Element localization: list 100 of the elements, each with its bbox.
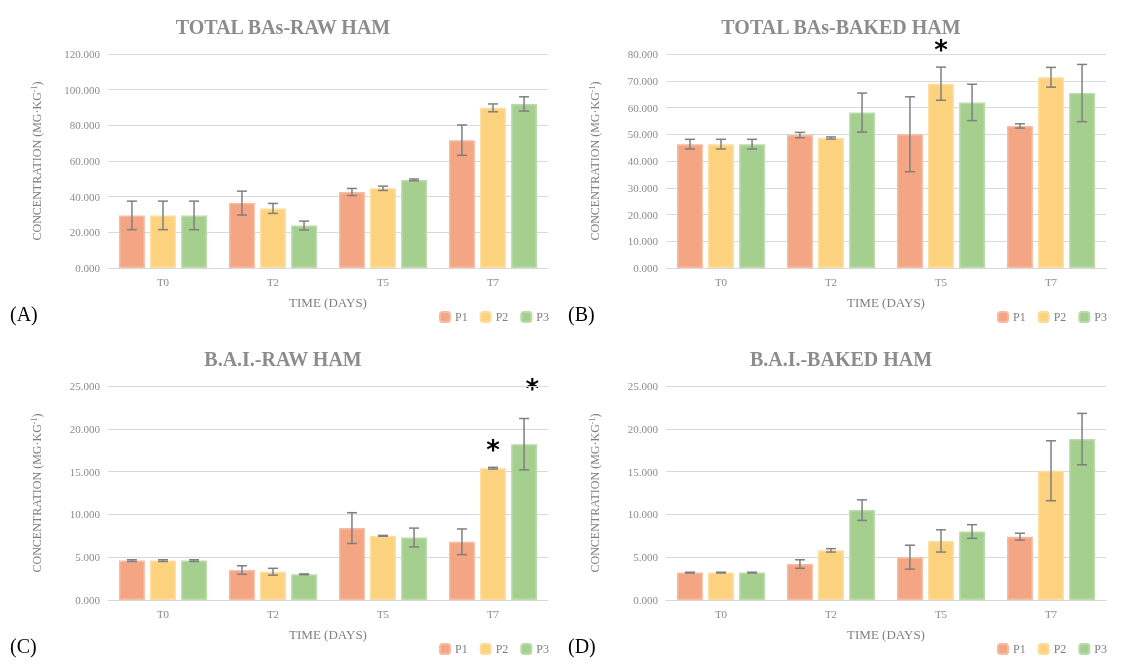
bar xyxy=(181,215,207,268)
bar xyxy=(449,140,475,268)
chart-title: B.A.I.-RAW HAM xyxy=(204,348,362,370)
y-tick-label: 20.000 xyxy=(627,422,659,435)
x-tick-label: T7 xyxy=(486,607,500,620)
bar xyxy=(480,107,506,268)
legend-label: P1 xyxy=(454,642,468,656)
legend-label: P1 xyxy=(1012,310,1026,324)
bar xyxy=(401,179,427,268)
legend-label: P3 xyxy=(536,310,550,324)
bar xyxy=(480,468,506,600)
bar xyxy=(150,215,176,268)
bar xyxy=(119,215,145,268)
y-tick-label: 0.000 xyxy=(633,262,659,274)
x-tick-label: T7 xyxy=(1044,607,1058,620)
bar xyxy=(370,535,396,600)
y-axis-title: CONCENTRATION (MG·KG-1) xyxy=(29,413,44,573)
bar xyxy=(181,560,207,600)
x-tick-label: T0 xyxy=(156,607,170,620)
bar xyxy=(959,531,985,600)
x-tick-label: T5 xyxy=(376,607,390,620)
x-tick-label: T0 xyxy=(714,607,728,620)
bar xyxy=(1038,77,1064,268)
bar xyxy=(677,572,703,600)
bar xyxy=(1007,125,1033,268)
bar xyxy=(229,570,255,600)
bar xyxy=(849,112,875,268)
legend-label: P3 xyxy=(536,642,550,656)
bar xyxy=(119,560,145,600)
y-axis-title: CONCENTRATION (MG·KG-1) xyxy=(587,413,602,573)
y-tick-label: 10.000 xyxy=(627,235,659,248)
bar xyxy=(291,574,317,600)
chart-title: TOTAL BAs-RAW HAM xyxy=(175,16,391,38)
bar xyxy=(401,537,427,600)
y-tick-label: 100.000 xyxy=(64,83,101,96)
bar xyxy=(708,144,734,268)
x-tick-label: T5 xyxy=(376,275,390,288)
legend-label: P1 xyxy=(1012,642,1026,656)
text: (A) xyxy=(10,303,38,326)
bar xyxy=(897,557,923,600)
y-tick-label: 50.000 xyxy=(627,128,659,141)
y-tick-label: 25.000 xyxy=(69,380,101,392)
y-tick-label: 5.000 xyxy=(75,551,101,564)
y-axis-title: CONCENTRATION (MG·KG-1) xyxy=(587,81,602,241)
legend-label: P3 xyxy=(1094,642,1108,656)
bar xyxy=(150,560,176,600)
bar xyxy=(739,144,765,268)
y-tick-label: 120.000 xyxy=(64,48,101,60)
bar xyxy=(260,571,286,600)
x-tick-label: T5 xyxy=(934,607,948,620)
x-tick-label: T2 xyxy=(266,275,280,288)
y-tick-label: 25.000 xyxy=(627,380,659,392)
bar xyxy=(787,564,813,600)
x-tick-label: T0 xyxy=(714,275,728,288)
x-tick-label: T0 xyxy=(156,275,170,288)
legend-label: P2 xyxy=(495,642,509,656)
legend-label: P3 xyxy=(1094,310,1108,324)
bar xyxy=(1069,439,1095,600)
annotation: * xyxy=(486,435,501,466)
bar xyxy=(677,144,703,268)
y-tick-label: 30.000 xyxy=(627,181,659,194)
x-tick-label: T7 xyxy=(1044,275,1058,288)
y-tick-label: 60.000 xyxy=(627,101,659,114)
y-tick-label: 0.000 xyxy=(633,594,659,606)
bar xyxy=(1007,536,1033,600)
chart-title: TOTAL BAs-BAKED HAM xyxy=(721,16,961,38)
y-tick-label: 80.000 xyxy=(627,48,659,60)
bar xyxy=(787,135,813,268)
annotation: * xyxy=(934,35,949,66)
y-tick-label: 40.000 xyxy=(627,155,659,167)
bar xyxy=(260,208,286,268)
y-tick-label: 70.000 xyxy=(627,74,659,87)
bar xyxy=(739,572,765,600)
bar xyxy=(229,203,255,268)
y-axis-title: CONCENTRATION (MG·KG-1) xyxy=(29,81,44,241)
y-tick-label: 15.000 xyxy=(627,465,659,478)
bar xyxy=(818,550,844,600)
x-tick-label: T2 xyxy=(824,275,838,288)
y-tick-label: 10.000 xyxy=(627,508,659,521)
bar xyxy=(339,528,365,600)
bar xyxy=(928,540,954,600)
x-axis-title: TIME (DAYS) xyxy=(289,627,367,642)
bar xyxy=(849,510,875,600)
x-tick-label: T2 xyxy=(266,607,280,620)
x-tick-label: T2 xyxy=(824,607,838,620)
x-axis-title: TIME (DAYS) xyxy=(847,295,925,310)
text: (D) xyxy=(568,635,596,658)
bar xyxy=(708,572,734,600)
legend-label: P1 xyxy=(454,310,468,324)
y-tick-label: 20.000 xyxy=(69,422,101,435)
bar xyxy=(339,192,365,268)
y-tick-label: 5.000 xyxy=(633,551,659,564)
y-tick-label: 10.000 xyxy=(69,508,101,521)
y-tick-label: 0.000 xyxy=(75,262,101,274)
legend-label: P2 xyxy=(495,310,509,324)
bar xyxy=(897,134,923,268)
bar xyxy=(1038,470,1064,600)
bar xyxy=(1069,93,1095,268)
bar xyxy=(928,83,954,268)
y-tick-label: 20.000 xyxy=(69,226,101,239)
